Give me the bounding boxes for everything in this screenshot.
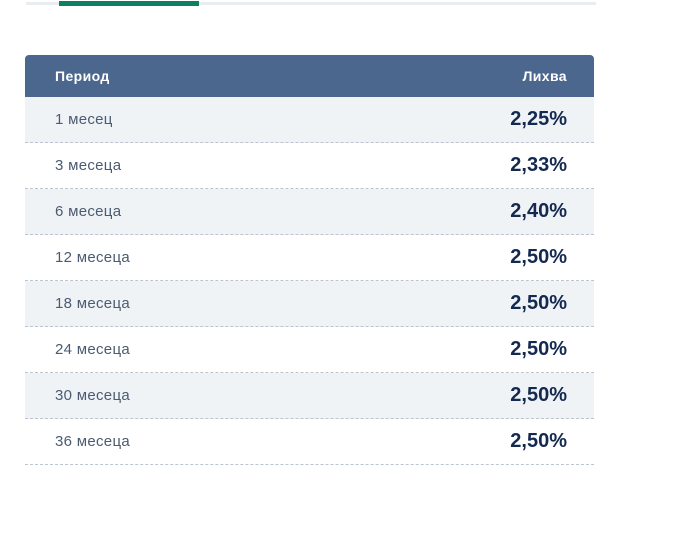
table-row: 18 месеца 2,50% bbox=[25, 281, 594, 327]
table-row: 36 месеца 2,50% bbox=[25, 419, 594, 465]
column-header-period: Период bbox=[55, 68, 110, 84]
period-cell: 1 месец bbox=[55, 111, 113, 128]
table-header-row: Период Лихва bbox=[25, 55, 594, 97]
period-cell: 12 месеца bbox=[55, 249, 130, 266]
rate-cell: 2,50% bbox=[510, 430, 567, 452]
rate-cell: 2,50% bbox=[510, 384, 567, 406]
rate-cell: 2,33% bbox=[510, 154, 567, 176]
period-cell: 30 месеца bbox=[55, 387, 130, 404]
tabs-underline-track bbox=[26, 1, 596, 6]
deposit-rates-table: Период Лихва 1 месец 2,25% 3 месеца 2,33… bbox=[25, 55, 594, 465]
period-cell: 36 месеца bbox=[55, 433, 130, 450]
period-cell: 6 месеца bbox=[55, 203, 122, 220]
rate-cell: 2,50% bbox=[510, 338, 567, 360]
table-row: 6 месеца 2,40% bbox=[25, 189, 594, 235]
rate-cell: 2,40% bbox=[510, 200, 567, 222]
table-row: 24 месеца 2,50% bbox=[25, 327, 594, 373]
column-header-rate: Лихва bbox=[522, 68, 567, 84]
rate-cell: 2,25% bbox=[510, 108, 567, 130]
active-tab-indicator[interactable] bbox=[59, 1, 199, 6]
rate-cell: 2,50% bbox=[510, 246, 567, 268]
period-cell: 3 месеца bbox=[55, 157, 122, 174]
period-cell: 24 месеца bbox=[55, 341, 130, 358]
rate-cell: 2,50% bbox=[510, 292, 567, 314]
table-row: 30 месеца 2,50% bbox=[25, 373, 594, 419]
table-row: 12 месеца 2,50% bbox=[25, 235, 594, 281]
table-row: 3 месеца 2,33% bbox=[25, 143, 594, 189]
table-row: 1 месец 2,25% bbox=[25, 97, 594, 143]
period-cell: 18 месеца bbox=[55, 295, 130, 312]
